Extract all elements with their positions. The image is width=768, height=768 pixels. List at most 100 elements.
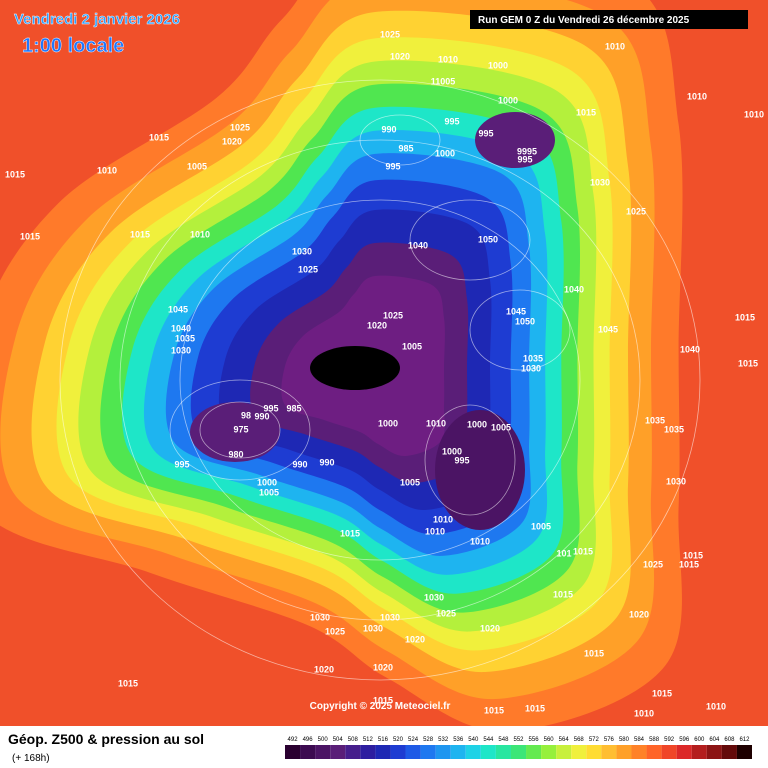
isobar-label: 1015 bbox=[525, 703, 545, 713]
isobar-label: 1030 bbox=[292, 246, 312, 256]
isobar-label: 1015 bbox=[652, 688, 672, 698]
scale-label: 492 bbox=[288, 737, 299, 743]
isobar-label: 985 bbox=[286, 403, 301, 413]
isobar-label: 1010 bbox=[425, 526, 445, 536]
scale-swatch bbox=[586, 745, 602, 759]
isobar-label: 1015 bbox=[5, 169, 25, 179]
isobar-label: 1005 bbox=[400, 477, 420, 487]
scale-label: 568 bbox=[574, 737, 585, 743]
isobar-label: 1025 bbox=[230, 122, 250, 132]
isobar-label: 1005 bbox=[402, 341, 422, 351]
scale-swatch bbox=[315, 745, 331, 759]
scale-label: 592 bbox=[664, 737, 675, 743]
isobar-label: 1015 bbox=[683, 550, 703, 560]
scale-swatch bbox=[601, 745, 617, 759]
isobar-label: 1005 bbox=[531, 521, 551, 531]
isobar-label: 1010 bbox=[97, 165, 117, 175]
scale-label: 496 bbox=[303, 737, 314, 743]
isobar bbox=[359, 114, 441, 166]
scale-label: 512 bbox=[363, 737, 374, 743]
cold-core bbox=[310, 346, 400, 390]
scale-swatch bbox=[616, 745, 632, 759]
isobar-label: 995 bbox=[385, 161, 400, 171]
isobar-label: 1025 bbox=[298, 264, 318, 274]
isobar-label: 1010 bbox=[426, 418, 446, 428]
scale-swatch bbox=[510, 745, 527, 759]
isobar-label: 1025 bbox=[436, 608, 456, 618]
isobar-label: 1015 bbox=[679, 559, 699, 569]
isobar-label: 1015 bbox=[735, 312, 755, 322]
isobar-label: 1050 bbox=[478, 234, 498, 244]
isobar-label: 1020 bbox=[390, 51, 410, 61]
isobar-label: 1025 bbox=[643, 559, 663, 569]
scale-label: 504 bbox=[333, 737, 344, 743]
isobar-label: 1040 bbox=[680, 344, 700, 354]
low-west bbox=[190, 402, 280, 462]
isobar-label: 1010 bbox=[744, 109, 764, 119]
copyright: Copyright © 2025 Meteociel.fr bbox=[310, 701, 451, 712]
scale-label: 500 bbox=[318, 737, 329, 743]
z500-field bbox=[0, 0, 683, 732]
scale-label: 520 bbox=[393, 737, 404, 743]
isobar-label: 1015 bbox=[130, 229, 150, 239]
isobar-label: 1010 bbox=[687, 91, 707, 101]
scale-swatch bbox=[495, 745, 511, 759]
scale-swatch bbox=[526, 745, 542, 759]
isobar-label: 9995 bbox=[517, 146, 537, 156]
run-info: Run GEM 0 Z du Vendredi 26 décembre 2025 bbox=[478, 15, 690, 26]
scale-label: 524 bbox=[408, 737, 419, 743]
scale-label: 556 bbox=[529, 737, 540, 743]
isobar-label: 1030 bbox=[424, 592, 444, 602]
isobar-label: 1045 bbox=[598, 324, 618, 334]
scale-swatch bbox=[736, 745, 752, 759]
scale-swatch bbox=[541, 745, 557, 759]
isobar bbox=[424, 404, 516, 516]
isobar-label: 1000 bbox=[435, 148, 455, 158]
isobar-label: 1035 bbox=[523, 353, 543, 363]
isobar-label: 995 bbox=[454, 455, 469, 465]
scale-swatch bbox=[345, 745, 361, 759]
scale-label: 528 bbox=[423, 737, 434, 743]
isobar-label: 1045 bbox=[168, 304, 188, 314]
scale-label: 576 bbox=[604, 737, 615, 743]
isobar-label: 995 bbox=[478, 128, 493, 138]
isobar-label: 985 bbox=[398, 143, 413, 153]
isobar-label: 995 bbox=[444, 116, 459, 126]
isobar-label: 975 bbox=[233, 424, 248, 434]
isobar-label: 1000 bbox=[498, 95, 518, 105]
isobar-label: 1030 bbox=[380, 612, 400, 622]
isobar-label: 1050 bbox=[515, 316, 535, 326]
isobar-label: 1030 bbox=[590, 177, 610, 187]
scale-label: 532 bbox=[438, 737, 449, 743]
isobar-label: 995 bbox=[517, 154, 532, 164]
scale-swatch bbox=[450, 745, 466, 759]
scale-label: 580 bbox=[619, 737, 630, 743]
isobar-label: 980 bbox=[228, 449, 243, 459]
isobar-label: 1005 bbox=[187, 161, 207, 171]
isobar-label: 1000 bbox=[488, 60, 508, 70]
scale-label: 516 bbox=[378, 737, 389, 743]
isobar-label: 1015 bbox=[118, 678, 138, 688]
scale-label: 604 bbox=[709, 737, 720, 743]
isobar-label: 1005 bbox=[259, 487, 279, 497]
isobar bbox=[469, 289, 571, 371]
isobar bbox=[59, 79, 701, 681]
isobar-label: 1000 bbox=[378, 418, 398, 428]
isobar-label: 1030 bbox=[521, 363, 541, 373]
isobar-label: 1040 bbox=[171, 323, 191, 333]
isobar-label: 1030 bbox=[171, 345, 191, 355]
time: 1:00 locale bbox=[22, 35, 124, 57]
scale-swatch bbox=[435, 745, 451, 759]
legend-subtitle: (+ 168h) bbox=[12, 753, 50, 764]
scale-label: 540 bbox=[468, 737, 479, 743]
isobar-lines bbox=[59, 79, 701, 681]
isobar-label: 990 bbox=[319, 457, 334, 467]
isobar-label: 1015 bbox=[576, 107, 596, 117]
isobar-label: 1005 bbox=[491, 422, 511, 432]
isobar-label: 1010 bbox=[438, 54, 458, 64]
isobar bbox=[179, 199, 581, 561]
color-scale: 492 496 500 504 508 512 516 520 524 528 532 536 540 5… bbox=[285, 737, 752, 759]
scale-swatch bbox=[571, 745, 587, 759]
scale-label: 596 bbox=[679, 737, 690, 743]
